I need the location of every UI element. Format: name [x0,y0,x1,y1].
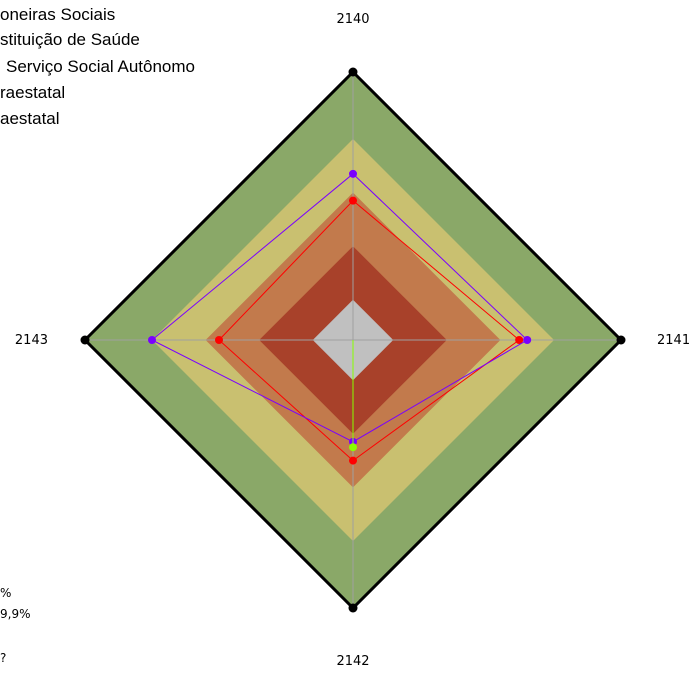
series-point [349,456,357,465]
legend-entry: Serviço Social Autônomo [6,57,195,76]
axis-label-2141: 2141 [657,333,690,348]
series-point [349,169,357,178]
legend-entry: aestatal [0,109,60,128]
axis-label-2140: 2140 [336,12,369,27]
series-point [349,196,357,205]
legend-entry: oneiras Sociais [0,5,115,24]
legend-entry: raestatal [0,83,65,102]
note-text: ? [0,651,6,665]
series-point [148,336,156,344]
series-point [215,336,223,344]
legend-entry: stituição de Saúde [0,30,140,49]
series-point [523,336,532,344]
notes: % 9,9% ? [0,586,31,665]
axis-end-dot [80,335,90,345]
note-text: 9,9% [0,607,31,621]
axis-label-2143: 2143 [15,333,48,348]
axis-labels: 2140 2141 2142 2143 [15,12,690,669]
axis-label-2142: 2142 [336,654,369,669]
axis-end-dot [348,67,358,77]
series-layer [148,169,532,465]
series-point [349,443,357,452]
series-point [515,336,524,344]
axis-end-dot [616,335,626,345]
axis-end-dot [348,603,358,613]
legend: oneiras Sociais stituição de Saúde Servi… [0,5,195,128]
axis-grid [80,67,626,613]
note-text: % [0,586,11,600]
